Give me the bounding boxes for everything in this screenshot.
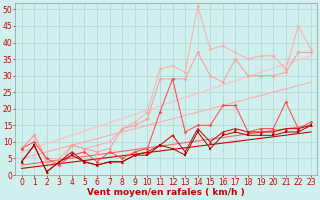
X-axis label: Vent moyen/en rafales ( km/h ): Vent moyen/en rafales ( km/h ) [87, 188, 245, 197]
